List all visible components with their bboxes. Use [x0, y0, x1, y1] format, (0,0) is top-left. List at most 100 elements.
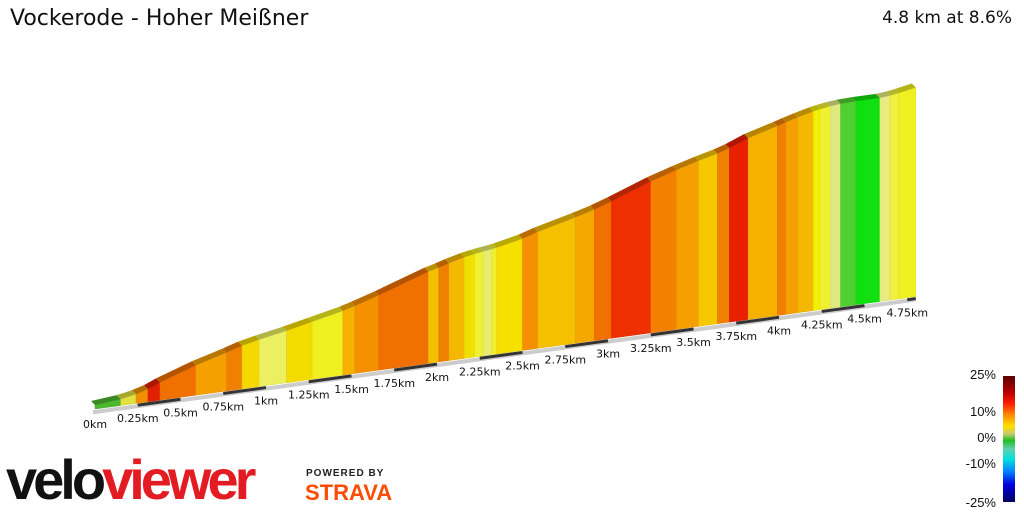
gradient-segment [575, 209, 595, 344]
gradient-segment [879, 95, 891, 302]
segment-top-edge [744, 122, 778, 139]
segment-top-edge [338, 301, 355, 311]
segment-top-edge [809, 105, 821, 112]
legend-label-10: 10% [969, 404, 996, 419]
gradient-segment [819, 105, 831, 310]
segment-top-edge [773, 118, 786, 127]
segment-top-edge [350, 291, 379, 306]
x-tick-label: 4.75km [886, 307, 928, 320]
segment-top-edge [646, 165, 677, 182]
segment-top-edge [713, 144, 730, 154]
segment-top-edge [826, 99, 841, 107]
gradient-segment [797, 110, 814, 314]
gradient-segment [676, 160, 699, 330]
segment-top-edge [132, 385, 149, 395]
gradient-segment [717, 147, 730, 325]
segment-top-edge [91, 395, 121, 405]
x-tick-label: 4.5km [847, 313, 882, 326]
gradient-segment [448, 256, 465, 361]
gradient-segment [354, 294, 380, 374]
segment-top-edge [894, 83, 916, 94]
x-tick-label: 0.75km [202, 400, 244, 413]
segment-top-edge [492, 234, 523, 248]
segment-top-edge [308, 306, 343, 322]
gradient-segment [496, 238, 523, 355]
gradient-segment [611, 180, 651, 339]
legend-label-minus25: -25% [965, 495, 996, 510]
x-tick-label: 3km [596, 348, 620, 361]
segment-top-edge [590, 197, 612, 210]
segment-top-edge [238, 335, 260, 346]
segment-top-edge [571, 205, 595, 218]
segment-top-edge [255, 326, 287, 340]
axis-segment [650, 327, 694, 337]
segment-top-edge [444, 253, 465, 264]
segment-top-edge [479, 245, 492, 252]
gradient-segment [898, 87, 917, 300]
x-tick-label: 0.5km [163, 406, 198, 419]
segment-top-edge [607, 177, 651, 202]
segment-top-edge [725, 134, 749, 149]
segment-top-edge [836, 97, 856, 104]
gradient-segment [889, 92, 899, 301]
gradient-segment [785, 116, 799, 315]
climb-summary: 4.8 km at 8.6% [882, 8, 1012, 28]
gradient-segment [537, 216, 576, 349]
gradient-segment [650, 169, 677, 334]
segment-top-edge [460, 249, 475, 258]
axis-segment [821, 304, 865, 313]
axis-segment [565, 339, 609, 349]
segment-top-edge [282, 317, 313, 331]
axis-segment [223, 386, 267, 395]
x-tick-label: 2km [425, 371, 449, 384]
segment-top-edge [470, 247, 484, 254]
x-tick-label: 3.5km [676, 336, 711, 349]
segment-top-edge [533, 213, 576, 232]
x-tick-label: 0km [83, 418, 107, 431]
gradient-segment [522, 231, 539, 351]
x-tick-label: 2.75km [544, 354, 586, 367]
segment-top-edge [374, 267, 429, 296]
segment-top-edge [875, 91, 891, 98]
gradient-segment [464, 253, 475, 359]
x-tick-label: 2.5km [505, 359, 540, 372]
segment-top-edge [116, 390, 137, 400]
segment-top-edge [672, 156, 699, 170]
segment-top-edge [781, 113, 798, 123]
segment-top-edge [424, 263, 439, 272]
gradient-segment [342, 305, 356, 376]
segment-top-edge [816, 102, 831, 110]
gradient-segment [491, 247, 498, 355]
x-tick-label: 4.25km [801, 318, 843, 331]
gradient-segment [311, 310, 344, 380]
gradient-segment [698, 153, 718, 327]
segment-top-edge [793, 107, 814, 118]
gradient-segment [840, 100, 857, 308]
segment-top-edge [191, 348, 227, 366]
gradient-segment [855, 97, 881, 306]
gradient-segment [594, 200, 612, 341]
x-tick-label: 3.25km [630, 342, 672, 355]
gradient-segment [777, 121, 787, 316]
gradient-segment [428, 267, 439, 364]
segment-top-edge [155, 361, 196, 383]
axis-segment [137, 397, 181, 407]
gradient-segment [482, 248, 492, 357]
x-tick-label: 1.75km [373, 377, 415, 390]
gradient-segment [241, 339, 260, 390]
axis-segment [479, 350, 523, 360]
x-tick-label: 4km [767, 324, 791, 337]
legend-label-minus10: -10% [965, 456, 996, 471]
x-tick-label: 1km [254, 395, 278, 408]
x-tick-label: 1.5km [334, 383, 369, 396]
strava-logo: STRAVA [305, 480, 393, 505]
segment-top-edge [434, 259, 449, 268]
x-tick-label: 3.75km [715, 330, 757, 343]
axis-segment [907, 297, 917, 302]
page-title: Vockerode - Hoher Meißner [10, 6, 309, 31]
gradient-segment [286, 321, 313, 384]
x-tick-label: 2.25km [459, 365, 501, 378]
segment-top-edge [222, 341, 243, 353]
axis-segment [308, 374, 352, 384]
powered-by-text: POWERED BY [306, 468, 385, 479]
